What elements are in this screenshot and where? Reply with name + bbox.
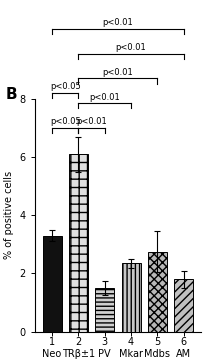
Bar — [147, 252, 166, 332]
Bar — [42, 236, 61, 332]
Y-axis label: % of positive cells: % of positive cells — [4, 171, 14, 259]
Text: p<0.01: p<0.01 — [102, 19, 133, 28]
Text: p<0.01: p<0.01 — [76, 117, 106, 126]
Text: B: B — [5, 87, 17, 102]
Text: p<0.01: p<0.01 — [102, 68, 133, 77]
Bar — [121, 263, 140, 332]
Text: p<0.05: p<0.05 — [50, 82, 80, 91]
Text: p<0.01: p<0.01 — [89, 93, 120, 102]
Text: p<0.01: p<0.01 — [115, 43, 146, 52]
Bar — [173, 279, 192, 332]
Bar — [69, 154, 88, 332]
Bar — [95, 288, 114, 332]
Text: p<0.05: p<0.05 — [50, 117, 80, 126]
